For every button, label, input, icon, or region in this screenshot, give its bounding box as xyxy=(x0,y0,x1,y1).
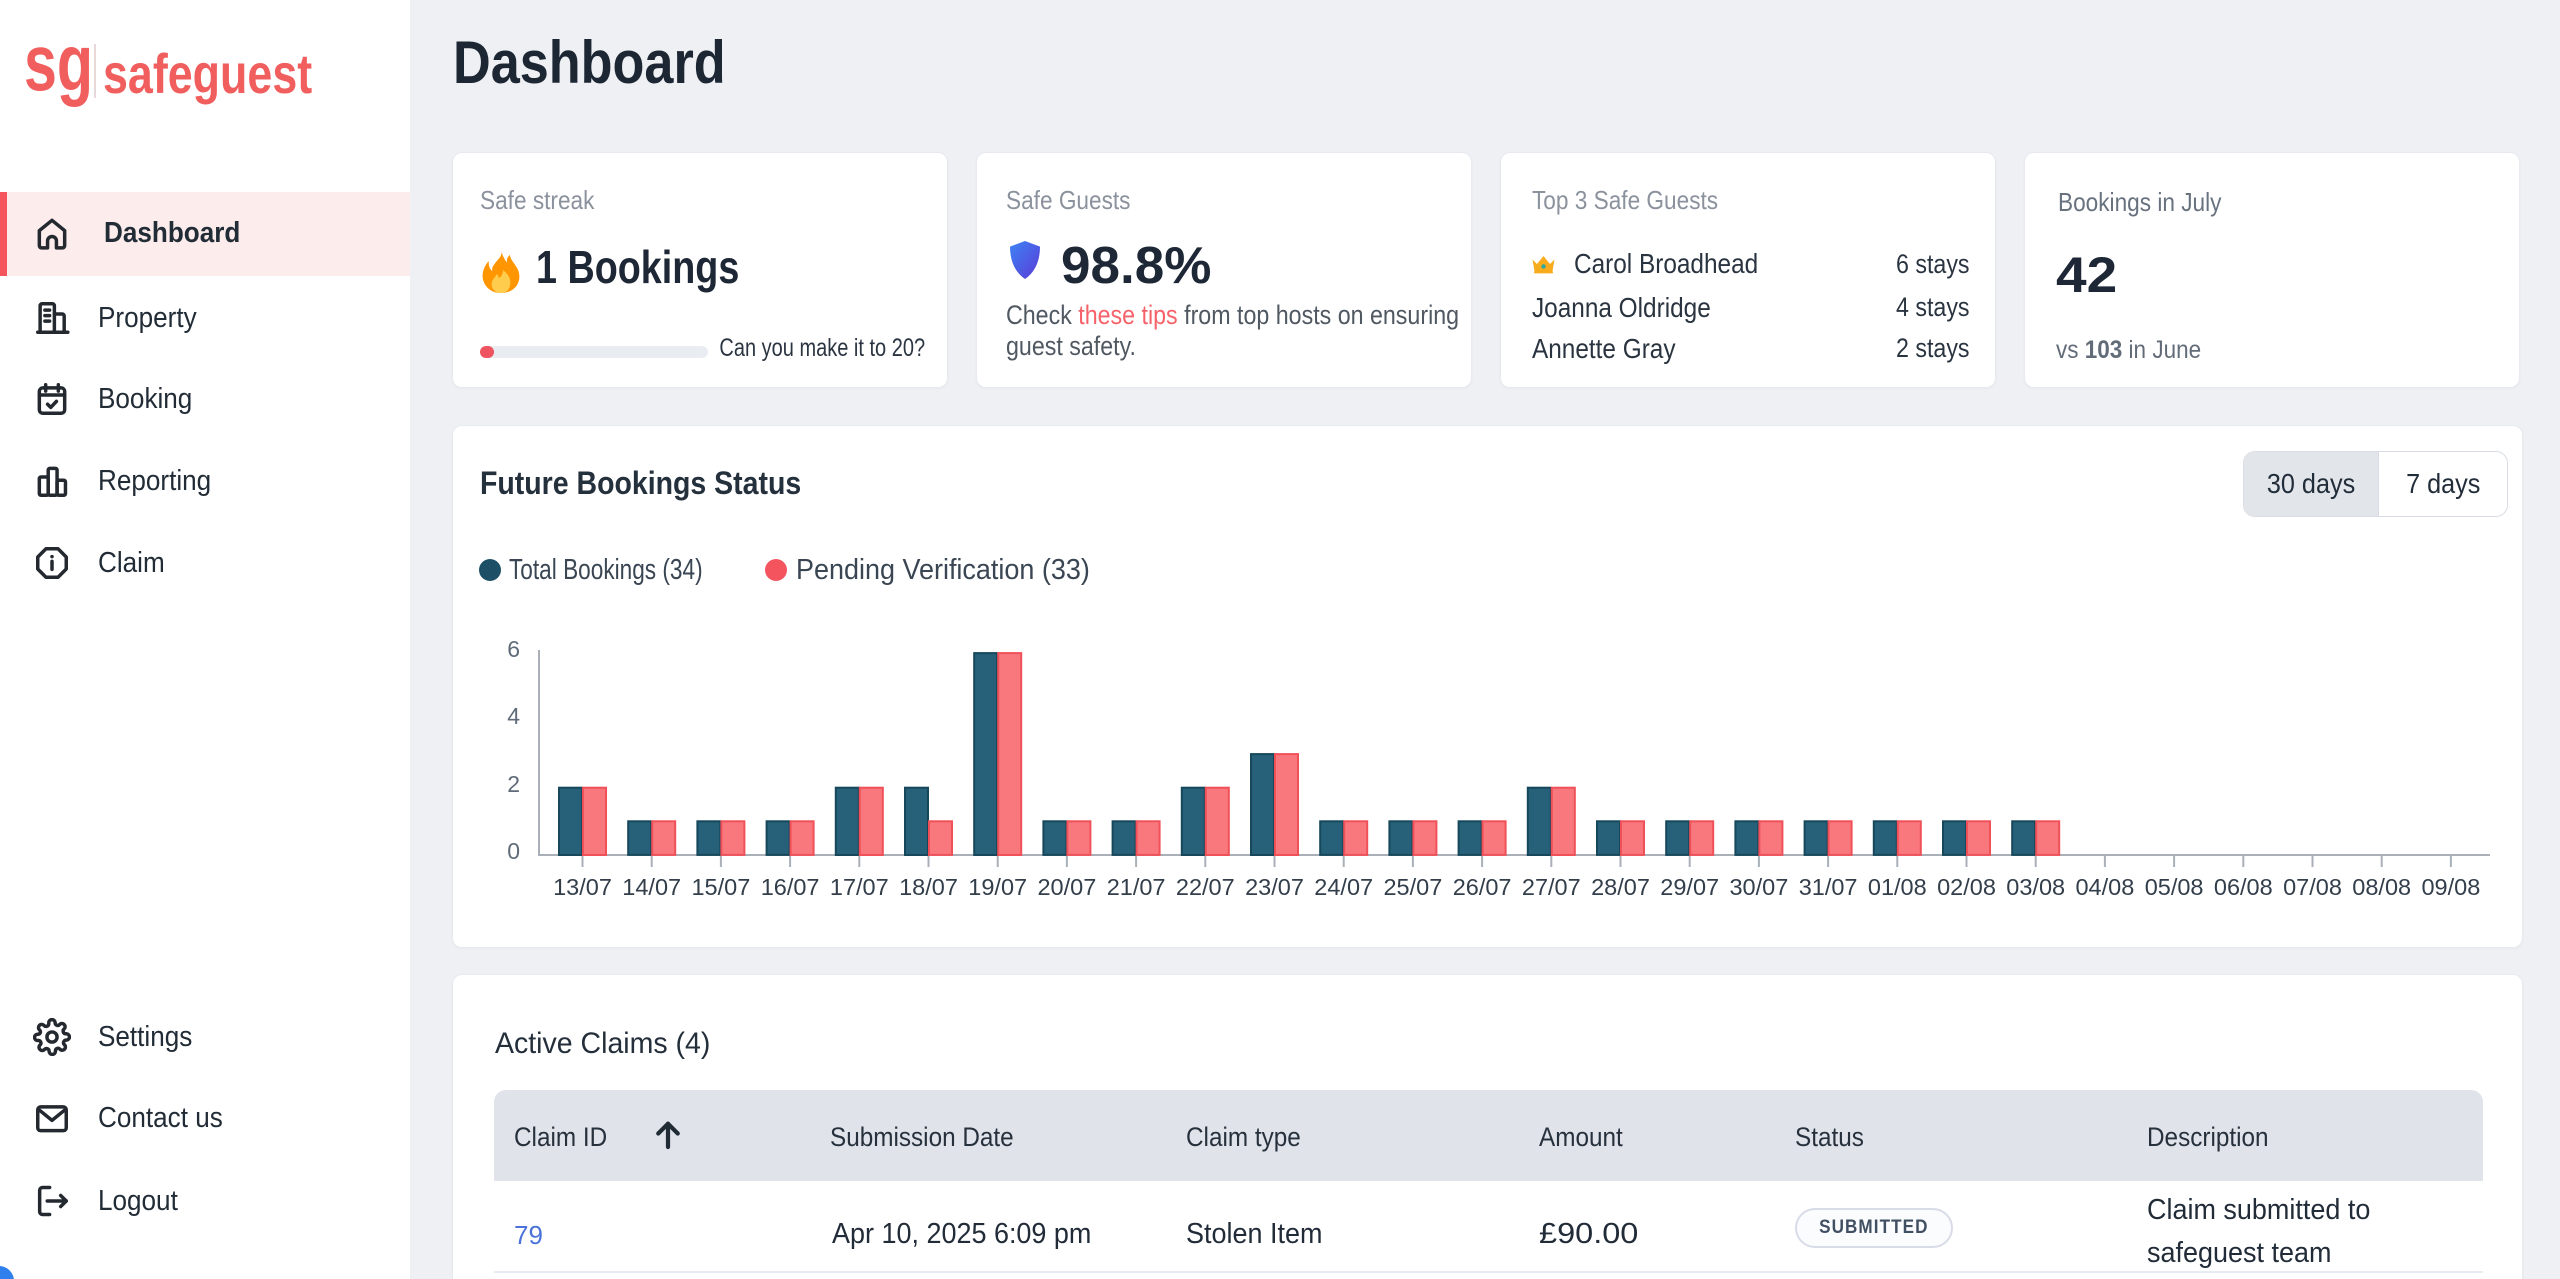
svg-text:13/07: 13/07 xyxy=(553,874,612,900)
svg-text:25/07: 25/07 xyxy=(1383,874,1442,900)
svg-text:31/07: 31/07 xyxy=(1799,874,1858,900)
svg-text:09/08: 09/08 xyxy=(2421,874,2480,900)
svg-text:26/07: 26/07 xyxy=(1453,874,1512,900)
svg-text:02/08: 02/08 xyxy=(1937,874,1996,900)
svg-text:2: 2 xyxy=(507,771,520,797)
svg-text:20/07: 20/07 xyxy=(1037,874,1096,900)
svg-text:16/07: 16/07 xyxy=(761,874,820,900)
svg-text:22/07: 22/07 xyxy=(1176,874,1235,900)
svg-text:19/07: 19/07 xyxy=(968,874,1027,900)
svg-text:03/08: 03/08 xyxy=(2006,874,2065,900)
svg-text:28/07: 28/07 xyxy=(1591,874,1650,900)
svg-text:05/08: 05/08 xyxy=(2145,874,2204,900)
svg-text:15/07: 15/07 xyxy=(691,874,750,900)
svg-text:06/08: 06/08 xyxy=(2214,874,2273,900)
svg-text:0: 0 xyxy=(507,838,520,864)
svg-text:07/08: 07/08 xyxy=(2283,874,2342,900)
svg-text:6: 6 xyxy=(507,636,520,662)
svg-text:18/07: 18/07 xyxy=(899,874,958,900)
svg-text:08/08: 08/08 xyxy=(2352,874,2411,900)
svg-text:14/07: 14/07 xyxy=(622,874,681,900)
svg-text:23/07: 23/07 xyxy=(1245,874,1304,900)
svg-text:24/07: 24/07 xyxy=(1314,874,1373,900)
svg-text:04/08: 04/08 xyxy=(2075,874,2134,900)
svg-text:17/07: 17/07 xyxy=(830,874,889,900)
svg-text:21/07: 21/07 xyxy=(1107,874,1166,900)
svg-text:4: 4 xyxy=(507,703,520,729)
svg-text:01/08: 01/08 xyxy=(1868,874,1927,900)
svg-text:29/07: 29/07 xyxy=(1660,874,1719,900)
svg-text:30/07: 30/07 xyxy=(1729,874,1788,900)
svg-text:27/07: 27/07 xyxy=(1522,874,1581,900)
